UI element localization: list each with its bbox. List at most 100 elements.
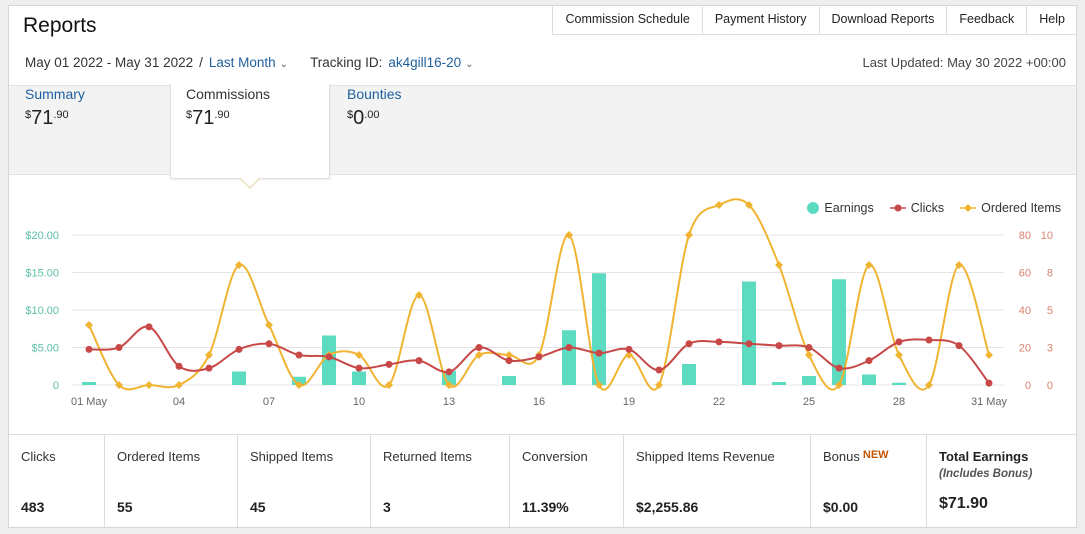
earnings-bar — [232, 371, 246, 385]
payment-history-link[interactable]: Payment History — [701, 5, 819, 34]
amount-cents: .00 — [364, 109, 380, 121]
currency-symbol: $ — [186, 109, 193, 121]
tab-bounties-amount: $0.00 — [347, 107, 401, 130]
clicks-point — [115, 344, 123, 351]
tracking-id-value: ak4gill16-20 — [388, 55, 462, 70]
bonus-label: Bonus — [823, 449, 860, 464]
clicks-point — [925, 336, 933, 344]
feedback-link[interactable]: Feedback — [946, 5, 1026, 34]
ordered-items-point — [85, 321, 93, 329]
ordered-line-icon — [960, 204, 977, 212]
stat-label: Clicks — [21, 449, 56, 464]
clicks-point — [835, 364, 843, 372]
tab-commissions[interactable]: Commissions $71.90 — [186, 86, 270, 130]
clicks-point — [145, 323, 153, 331]
stat-label: Ordered Items — [117, 449, 201, 464]
help-link[interactable]: Help — [1026, 5, 1077, 34]
clicks-point — [685, 340, 693, 348]
ordered-items-point — [715, 201, 723, 209]
stat-returned-items: Returned Items 3 — [371, 435, 510, 527]
total-sub-label: (Includes Bonus) — [939, 468, 1033, 480]
top-navigation: Commission Schedule Payment History Down… — [552, 5, 1077, 35]
clicks-point — [355, 364, 363, 372]
legend-ordered-label: Ordered Items — [981, 201, 1061, 215]
x-tick-label: 01 May — [71, 396, 108, 408]
clicks-point — [175, 362, 183, 370]
stat-label: Bonus NEW — [823, 449, 915, 464]
date-separator: / — [199, 55, 203, 70]
tab-summary-amount: $71.90 — [25, 107, 85, 130]
clicks-point — [745, 340, 753, 348]
stat-label: Returned Items — [383, 449, 472, 464]
amount-cents: .90 — [214, 109, 230, 121]
earnings-bar — [82, 382, 96, 385]
clicks-point — [325, 353, 333, 361]
date-range: May 01 2022 - May 31 2022 — [25, 55, 194, 70]
tab-commissions-label: Commissions — [186, 86, 271, 102]
legend-ordered-items[interactable]: Ordered Items — [960, 201, 1061, 215]
x-tick-label: 10 — [353, 396, 365, 408]
stat-conversion: Conversion 11.39% — [510, 435, 624, 527]
period-dropdown[interactable]: Last Month ⌄ — [209, 55, 288, 70]
tracking-id-dropdown[interactable]: ak4gill16-20 ⌄ — [388, 55, 473, 70]
amount-whole: 0 — [353, 107, 365, 129]
x-tick-label: 31 May — [971, 396, 1008, 408]
earnings-bar — [742, 281, 756, 385]
commission-schedule-link[interactable]: Commission Schedule — [552, 5, 701, 34]
ordered-items-point — [415, 291, 423, 299]
earnings-bar — [682, 364, 696, 385]
legend-clicks[interactable]: Clicks — [889, 201, 944, 215]
download-reports-link[interactable]: Download Reports — [818, 5, 947, 34]
clicks-point — [205, 364, 213, 372]
total-value: $71.90 — [939, 495, 988, 512]
stat-bonus: Bonus NEW $0.00 — [811, 435, 927, 527]
tab-bounties[interactable]: Bounties $0.00 — [347, 86, 401, 130]
stat-value: 55 — [117, 499, 133, 515]
earnings-chart: $20.00 80 10$15.00 60 8$10.00 40 5$5.00 20 30 0 00… — [25, 198, 1053, 408]
clicks-point — [775, 342, 783, 350]
earnings-dot-icon — [807, 202, 820, 214]
clicks-point — [85, 345, 93, 353]
clicks-point — [385, 360, 393, 368]
clicks-point — [235, 345, 243, 353]
amount-cents: .90 — [53, 109, 69, 121]
x-tick-label: 22 — [713, 396, 725, 408]
x-tick-label: 16 — [533, 396, 545, 408]
tracking-label: Tracking ID: — [310, 55, 383, 70]
y-tick-ordered: 0 — [1047, 380, 1053, 392]
stat-value: 3 — [383, 499, 391, 515]
tab-bounties-label: Bounties — [347, 86, 402, 102]
tab-commissions-amount: $71.90 — [186, 107, 270, 130]
ordered-items-point — [745, 201, 753, 209]
report-filters: May 01 2022 - May 31 2022 / Last Month ⌄ … — [25, 55, 474, 70]
y-tick-earnings: $10.00 — [25, 305, 59, 317]
chevron-down-icon: ⌄ — [279, 59, 289, 70]
earnings-bar — [562, 330, 576, 385]
stat-shipped-revenue: Shipped Items Revenue $2,255.86 — [624, 435, 811, 527]
legend-earnings-label: Earnings — [824, 201, 874, 215]
earnings-bar — [592, 273, 606, 385]
ordered-items-point — [655, 381, 663, 389]
legend-earnings[interactable]: Earnings — [807, 201, 874, 215]
clicks-line-icon — [889, 204, 906, 212]
tab-summary[interactable]: Summary $71.90 — [25, 86, 85, 130]
y-tick-earnings: $20.00 — [25, 230, 59, 242]
clicks-point — [955, 342, 963, 350]
ordered-items-point — [955, 261, 963, 269]
ordered-items-point — [805, 351, 813, 359]
y-tick-clicks: 40 — [1019, 305, 1031, 317]
ordered-items-point — [115, 381, 123, 389]
y-tick-clicks: 20 — [1019, 343, 1031, 355]
y-tick-ordered: 10 — [1041, 230, 1053, 242]
total-label: Total Earnings — [939, 449, 1029, 464]
earnings-bar — [892, 382, 906, 385]
stat-value: $2,255.86 — [636, 499, 699, 515]
ordered-items-point — [865, 261, 873, 269]
currency-symbol: $ — [25, 109, 32, 121]
clicks-point — [445, 368, 453, 376]
chevron-down-icon: ⌄ — [465, 59, 474, 70]
y-tick-ordered: 3 — [1047, 343, 1053, 355]
ordered-items-point — [355, 351, 363, 359]
ordered-items-point — [145, 381, 153, 389]
ordered-items-point — [295, 381, 303, 389]
